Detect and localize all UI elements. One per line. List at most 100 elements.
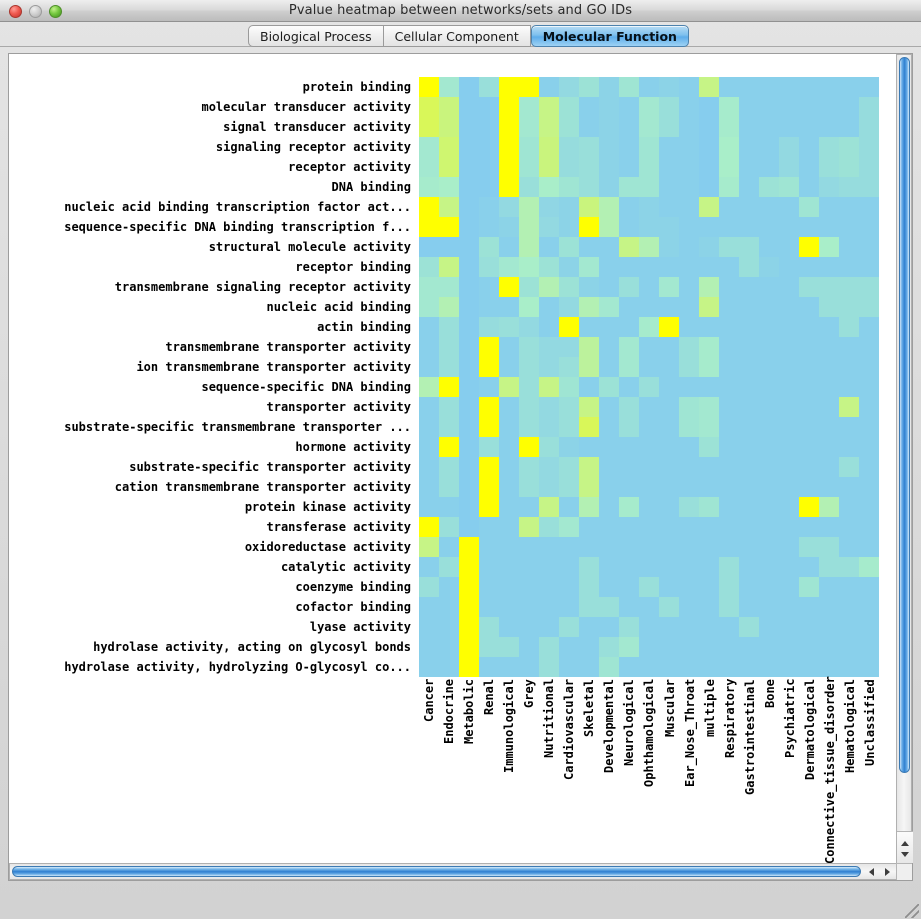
heatmap-cell[interactable] (599, 557, 619, 577)
heatmap-cell[interactable] (759, 617, 779, 637)
heatmap-cell[interactable] (719, 177, 739, 197)
heatmap-cell[interactable] (739, 337, 759, 357)
heatmap-cell[interactable] (799, 597, 819, 617)
heatmap-cell[interactable] (439, 257, 459, 277)
heatmap-cell[interactable] (739, 237, 759, 257)
heatmap-cell[interactable] (679, 97, 699, 117)
heatmap-cell[interactable] (799, 317, 819, 337)
heatmap-cell[interactable] (619, 397, 639, 417)
heatmap-cell[interactable] (559, 517, 579, 537)
heatmap-cell[interactable] (659, 577, 679, 597)
heatmap-cell[interactable] (479, 597, 499, 617)
heatmap-cell[interactable] (859, 317, 879, 337)
heatmap-cell[interactable] (779, 577, 799, 597)
heatmap-cell[interactable] (719, 417, 739, 437)
heatmap-cell[interactable] (839, 197, 859, 217)
heatmap-cell[interactable] (619, 157, 639, 177)
heatmap-cell[interactable] (479, 417, 499, 437)
heatmap-cell[interactable] (859, 557, 879, 577)
heatmap-cell[interactable] (679, 657, 699, 677)
heatmap-cell[interactable] (759, 657, 779, 677)
heatmap-cell[interactable] (519, 317, 539, 337)
heatmap-cell[interactable] (859, 197, 879, 217)
heatmap-cell[interactable] (739, 417, 759, 437)
heatmap-cell[interactable] (859, 497, 879, 517)
heatmap-cell[interactable] (599, 277, 619, 297)
heatmap-cell[interactable] (579, 277, 599, 297)
heatmap-cell[interactable] (819, 117, 839, 137)
heatmap-cell[interactable] (459, 517, 479, 537)
heatmap-cell[interactable] (699, 137, 719, 157)
heatmap-cell[interactable] (719, 157, 739, 177)
heatmap-cell[interactable] (539, 537, 559, 557)
heatmap-cell[interactable] (619, 437, 639, 457)
heatmap-cell[interactable] (439, 197, 459, 217)
heatmap-cell[interactable] (679, 357, 699, 377)
heatmap-cell[interactable] (699, 417, 719, 437)
heatmap-cell[interactable] (599, 257, 619, 277)
heatmap-cell[interactable] (419, 337, 439, 357)
heatmap-cell[interactable] (439, 457, 459, 477)
heatmap-cell[interactable] (839, 517, 859, 537)
heatmap-cell[interactable] (759, 497, 779, 517)
heatmap-cell[interactable] (539, 657, 559, 677)
heatmap-cell[interactable] (759, 537, 779, 557)
heatmap-cell[interactable] (759, 557, 779, 577)
heatmap-cell[interactable] (559, 577, 579, 597)
heatmap-cell[interactable] (679, 417, 699, 437)
heatmap-cell[interactable] (639, 277, 659, 297)
heatmap-cell[interactable] (819, 197, 839, 217)
heatmap-cell[interactable] (699, 537, 719, 557)
heatmap-cell[interactable] (679, 257, 699, 277)
heatmap-cell[interactable] (859, 77, 879, 97)
heatmap-cell[interactable] (799, 517, 819, 537)
heatmap-cell[interactable] (579, 597, 599, 617)
heatmap-cell[interactable] (779, 357, 799, 377)
heatmap-cell[interactable] (739, 477, 759, 497)
heatmap-cell[interactable] (459, 657, 479, 677)
heatmap-cell[interactable] (439, 437, 459, 457)
heatmap-cell[interactable] (819, 317, 839, 337)
heatmap-cell[interactable] (619, 657, 639, 677)
heatmap-cell[interactable] (499, 137, 519, 157)
heatmap-cell[interactable] (499, 537, 519, 557)
heatmap-cell[interactable] (759, 97, 779, 117)
heatmap-cell[interactable] (719, 437, 739, 457)
heatmap-cell[interactable] (499, 657, 519, 677)
horizontal-scrollbar-arrows[interactable] (863, 864, 897, 879)
heatmap-cell[interactable] (459, 137, 479, 157)
heatmap-cell[interactable] (539, 77, 559, 97)
heatmap-cell[interactable] (599, 597, 619, 617)
heatmap-cell[interactable] (639, 577, 659, 597)
heatmap-cell[interactable] (519, 177, 539, 197)
heatmap-cell[interactable] (499, 77, 519, 97)
heatmap-cell[interactable] (659, 157, 679, 177)
scroll-up-arrow-icon[interactable] (901, 841, 909, 846)
heatmap-cell[interactable] (659, 537, 679, 557)
tab-cellular-component[interactable]: Cellular Component (383, 25, 531, 47)
heatmap-cell[interactable] (699, 337, 719, 357)
heatmap-cell[interactable] (599, 177, 619, 197)
heatmap-cell[interactable] (859, 457, 879, 477)
heatmap-cell[interactable] (779, 297, 799, 317)
heatmap-cell[interactable] (799, 357, 819, 377)
heatmap-cell[interactable] (519, 357, 539, 377)
heatmap-cell[interactable] (459, 637, 479, 657)
heatmap-cell[interactable] (459, 597, 479, 617)
heatmap-cell[interactable] (459, 397, 479, 417)
heatmap-cell[interactable] (639, 417, 659, 437)
heatmap-cell[interactable] (439, 537, 459, 557)
heatmap-cell[interactable] (759, 257, 779, 277)
heatmap-cell[interactable] (519, 417, 539, 437)
heatmap-cell[interactable] (579, 257, 599, 277)
heatmap-cell[interactable] (679, 557, 699, 577)
heatmap-cell[interactable] (579, 617, 599, 637)
heatmap-cell[interactable] (499, 477, 519, 497)
heatmap-cell[interactable] (479, 177, 499, 197)
heatmap-cell[interactable] (859, 517, 879, 537)
heatmap-cell[interactable] (599, 297, 619, 317)
heatmap-cell[interactable] (699, 177, 719, 197)
heatmap-cell[interactable] (739, 317, 759, 337)
heatmap-cell[interactable] (439, 497, 459, 517)
heatmap-cell[interactable] (559, 437, 579, 457)
